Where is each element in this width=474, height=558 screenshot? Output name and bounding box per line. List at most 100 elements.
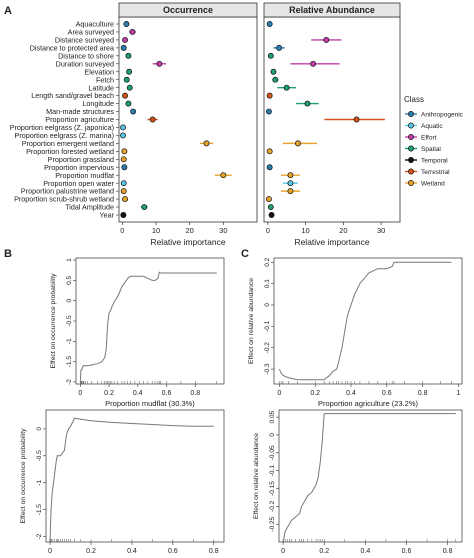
y-tick-label: 0.5	[66, 275, 73, 284]
x-tick-label: 10	[301, 226, 309, 235]
y-tick-label: -2	[66, 379, 73, 385]
x-tick-label: 0.8	[418, 390, 428, 397]
y-tick-label: -0.25	[269, 516, 276, 531]
importance-point	[120, 156, 127, 163]
importance-point	[125, 100, 132, 107]
variable-label: Proportion emergent wetland	[22, 139, 114, 148]
importance-point	[287, 188, 294, 195]
variable-label: Proportion scrub-shrub wetland	[14, 195, 114, 204]
plot-frame	[118, 16, 258, 223]
x-tick-label: 0	[277, 390, 281, 397]
dependence-line	[49, 417, 214, 543]
importance-point	[120, 180, 127, 187]
legend-swatch	[408, 134, 414, 140]
y-tick-label: -0.2	[269, 500, 276, 512]
y-tick-label: -0.15	[269, 481, 276, 496]
x-axis-label: Proportion mudflat (30.3%)	[105, 399, 195, 408]
y-tick-label: 1	[66, 258, 73, 262]
importance-point	[120, 124, 126, 131]
occurrence-dot-plot: Occurrence 0 10 20 30 Relative importance Aqua…	[10, 2, 258, 247]
x-tick-label: 0	[78, 390, 82, 397]
x-tick-label: 20	[186, 226, 194, 235]
panel-label-b: B	[4, 248, 12, 260]
x-axis-label: Relative importance	[294, 237, 369, 247]
importance-point	[120, 44, 127, 51]
variable-label: Distance to shore	[58, 51, 114, 60]
plot-frame	[273, 257, 463, 385]
x-tick-label: 30	[219, 226, 227, 235]
variable-label: Duration surveyed	[56, 59, 114, 68]
y-tick-label: -0.5	[36, 450, 43, 462]
importance-point	[120, 212, 127, 218]
importance-point	[270, 68, 277, 75]
importance-point	[122, 196, 129, 203]
x-tick-label: 0	[48, 548, 52, 555]
x-tick-label: 0.6	[402, 548, 412, 555]
legend-swatch	[408, 122, 414, 129]
importance-point	[156, 60, 163, 67]
importance-point	[267, 204, 274, 210]
pdp-mudflat-occurrence: 0 0.2 0.4 0.6 0.8 -2 -1.5 -1 -0.5 0 0.5 1 Proportion…	[50, 257, 225, 408]
variable-label: Proportion grassland	[48, 155, 114, 164]
importance-point	[266, 92, 273, 99]
variable-label: Man-made structures	[46, 107, 114, 116]
variable-label: Proportion open water	[43, 179, 114, 188]
x-tick-label: 0	[120, 226, 124, 235]
x-tick-label: 0.2	[86, 548, 96, 555]
y-tick-label: -0.05	[269, 445, 276, 460]
x-tick-label: 0.8	[209, 548, 219, 555]
x-tick-label: 10	[152, 226, 160, 235]
importance-point	[287, 172, 294, 179]
x-tick-label: 1	[456, 390, 460, 397]
y-axis-label: Effect on occurrence probability	[20, 428, 27, 524]
importance-point	[267, 52, 274, 59]
importance-point	[266, 21, 273, 27]
pdp-emergent-wetland-occurrence: 00.20.40.60.8-2-1.5-1-0.50Proportion eme…	[20, 409, 225, 558]
x-tick-label: 0.4	[133, 390, 143, 397]
x-tick-label: 0.4	[360, 548, 370, 555]
x-tick-label: 0.8	[443, 548, 453, 555]
legend-label: Spatial	[421, 146, 441, 153]
legend-label: Aquatic	[421, 123, 443, 130]
importance-point	[265, 108, 272, 115]
x-axis-label: Relative importance	[150, 237, 225, 247]
importance-point	[220, 172, 227, 179]
importance-point	[120, 132, 126, 139]
legend-swatch	[408, 168, 414, 175]
variable-label: Distance to protected area	[30, 43, 114, 52]
y-axis-label: Effect on occurrence probability	[50, 273, 57, 369]
variable-label: Proportion palustrine wetland	[21, 187, 114, 196]
facet-title: Occurrence	[163, 5, 213, 15]
importance-point	[122, 36, 129, 43]
importance-point	[353, 116, 360, 123]
legend-swatch	[408, 145, 414, 152]
y-tick-label: -1	[36, 479, 43, 485]
importance-point	[126, 84, 133, 91]
variable-label: Proportion impervious	[44, 163, 114, 172]
x-tick-label: 0.2	[310, 390, 320, 397]
importance-point	[265, 196, 272, 203]
y-tick-label: -0.5	[66, 315, 73, 327]
y-tick-label: -1.5	[66, 356, 73, 368]
x-tick-label: 0	[266, 226, 270, 235]
y-axis-label: Effect on relative abundance	[248, 278, 255, 364]
x-tick-label: 30	[377, 226, 385, 235]
y-tick-label: -2	[36, 533, 43, 539]
y-axis-label: Effect on relative abundance	[253, 433, 260, 519]
x-tick-label: 0.6	[382, 390, 392, 397]
legend-label: Effort	[421, 134, 437, 141]
importance-point	[125, 52, 132, 59]
variable-label: Proportion forested wetland	[26, 147, 114, 156]
variable-label: Area surveyed	[68, 28, 114, 37]
y-tick-label: 0	[264, 303, 271, 307]
y-tick-label: 0	[66, 298, 73, 302]
y-tick-label: -0.1	[264, 320, 271, 332]
importance-point	[266, 148, 273, 155]
legend-swatch	[408, 157, 414, 163]
y-tick-label: 0	[269, 433, 276, 437]
y-tick-label: 0.05	[269, 410, 276, 423]
pdp-agriculture-abundance: 0 0.2 0.4 0.6 0.8 1 -0.3 -0.2 -0.1 0 0.1 0.2 Proport…	[248, 257, 463, 408]
importance-point	[121, 148, 128, 155]
dependence-line	[79, 271, 217, 383]
